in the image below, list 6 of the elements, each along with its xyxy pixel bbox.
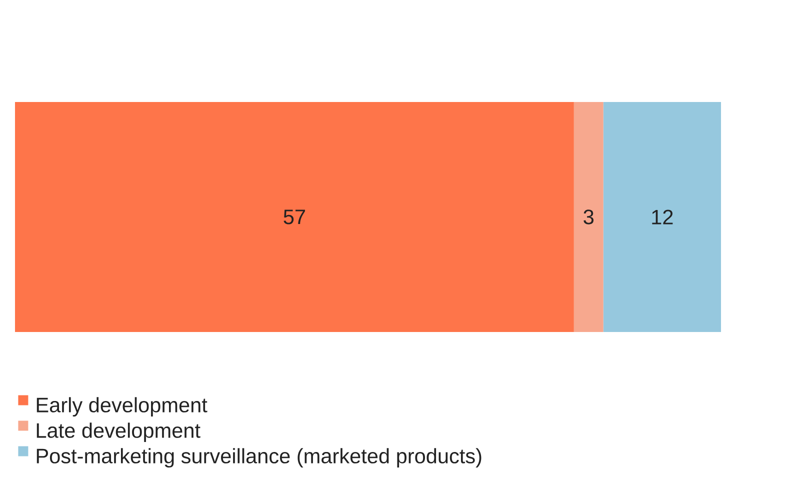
data-label: 3 [584, 210, 594, 224]
legend-label: Late development [36, 422, 200, 442]
data-label: 57 [284, 210, 305, 224]
data-label: 12 [652, 210, 673, 224]
legend-label: Post-marketing surveillance (marketed products) [36, 448, 482, 468]
legend-label: Early development [36, 397, 208, 417]
